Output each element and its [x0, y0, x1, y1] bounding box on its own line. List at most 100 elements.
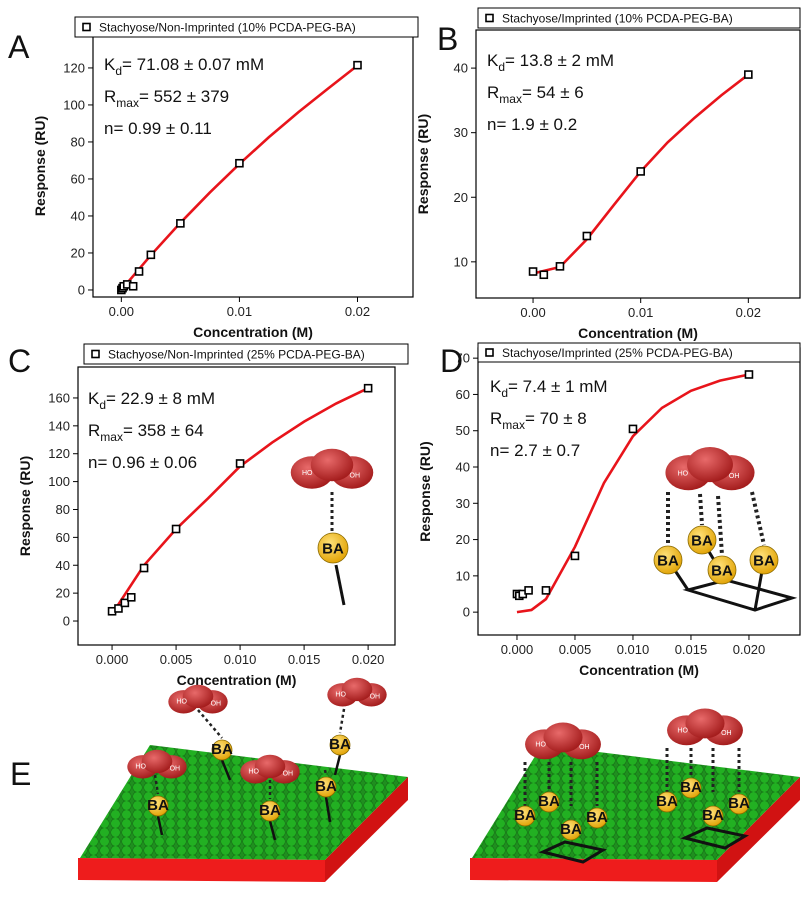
- annotation-text: K: [88, 389, 100, 408]
- data-point: [354, 62, 361, 69]
- bead-label: BA: [514, 807, 536, 824]
- hydroxyl-label: OH: [350, 473, 361, 480]
- x-tick-label: 0.01: [628, 305, 653, 320]
- x-tick-label: 0.005: [559, 642, 592, 657]
- sugar-unit: [255, 755, 286, 778]
- data-point: [237, 460, 244, 467]
- hydroxyl-label: HO: [135, 764, 146, 771]
- data-point: [583, 233, 590, 240]
- annotation-text: R: [487, 83, 499, 102]
- y-tick-label: 120: [63, 60, 85, 75]
- annotation-text: R: [104, 87, 116, 106]
- annotation: Kd= 13.8 ± 2 mM: [487, 51, 614, 74]
- y-tick-label: 40: [71, 208, 85, 223]
- bead-label: BA: [538, 793, 560, 810]
- y-tick-label: 160: [48, 390, 70, 405]
- annotation: n= 1.9 ± 0.2: [487, 115, 577, 134]
- y-tick-label: 40: [56, 558, 70, 573]
- sugar-unit: [685, 708, 724, 738]
- x-axis-title: Concentration (M): [579, 662, 699, 678]
- annotation-text: n= 2.7 ± 0.7: [490, 441, 580, 460]
- data-point: [177, 220, 184, 227]
- annotation: Kd= 7.4 ± 1 mM: [490, 377, 608, 400]
- x-tick-label: 0.00: [520, 305, 545, 320]
- y-axis-title: Response (RU): [17, 456, 33, 556]
- y-tick-label: 80: [56, 502, 70, 517]
- legend-marker: [486, 349, 493, 356]
- annotation-subscript: d: [501, 386, 508, 400]
- bead-label: BA: [322, 541, 344, 558]
- annotation: Rmax= 70 ± 8: [490, 409, 587, 432]
- linker: [336, 565, 344, 605]
- data-point: [365, 385, 372, 392]
- y-tick-label: 30: [456, 496, 470, 511]
- annotation-text: R: [490, 409, 502, 428]
- panel-letter: D: [440, 343, 463, 379]
- hydroxyl-label: OH: [211, 700, 222, 707]
- annotation-text: = 7.4 ± 1 mM: [508, 377, 608, 396]
- y-tick-label: 40: [454, 61, 468, 76]
- legend-label: Stachyose/Imprinted (10% PCDA-PEG-BA): [502, 12, 733, 26]
- x-tick-label: 0.02: [345, 304, 370, 319]
- x-axis-title: Concentration (M): [578, 325, 698, 341]
- bead-label: BA: [315, 778, 337, 795]
- substrate-front: [470, 858, 717, 882]
- hydroxyl-label: HO: [176, 699, 187, 706]
- y-tick-label: 10: [456, 568, 470, 583]
- y-tick-label: 20: [456, 532, 470, 547]
- sugar-unit: [183, 685, 214, 708]
- hydroxyl-label: HO: [335, 692, 346, 699]
- data-point: [128, 594, 135, 601]
- annotation-text: = 71.08 ± 0.07 mM: [122, 55, 264, 74]
- annotation-text: K: [104, 55, 116, 74]
- bead-label: BA: [691, 532, 713, 549]
- panel-letter: C: [8, 343, 31, 379]
- bead-label: BA: [728, 795, 750, 812]
- annotation-subscript: max: [116, 96, 139, 110]
- sugar-unit: [543, 722, 582, 752]
- y-tick-label: 20: [56, 586, 70, 601]
- annotation: n= 0.96 ± 0.06: [88, 453, 197, 472]
- annotation: Rmax= 54 ± 6: [487, 83, 584, 106]
- y-tick-label: 10: [454, 254, 468, 269]
- annotation: n= 0.99 ± 0.11: [104, 119, 212, 138]
- bead-label: BA: [753, 552, 775, 569]
- annotation-subscript: d: [115, 64, 122, 78]
- binding-link: [700, 494, 702, 525]
- data-point: [745, 71, 752, 78]
- data-point: [540, 271, 547, 278]
- x-tick-label: 0.01: [227, 304, 252, 319]
- plot-frame: [476, 30, 800, 298]
- y-tick-label: 60: [56, 530, 70, 545]
- y-tick-label: 100: [63, 97, 85, 112]
- x-tick-label: 0.00: [109, 304, 134, 319]
- y-tick-label: 0: [78, 282, 85, 297]
- y-tick-label: 0: [463, 605, 470, 620]
- annotation-text: K: [490, 377, 502, 396]
- annotation-text: R: [88, 421, 100, 440]
- legend-label: Stachyose/Imprinted (25% PCDA-PEG-BA): [502, 346, 733, 360]
- bead-label: BA: [656, 793, 678, 810]
- y-tick-label: 20: [454, 190, 468, 205]
- hydroxyl-label: OH: [370, 693, 381, 700]
- sugar-unit: [142, 750, 173, 773]
- bead-label: BA: [329, 736, 351, 753]
- bead-label: BA: [147, 797, 169, 814]
- data-point: [173, 526, 180, 533]
- x-tick-label: 0.015: [675, 642, 708, 657]
- annotation-text: = 70 ± 8: [525, 409, 587, 428]
- hydroxyl-label: HO: [302, 470, 313, 477]
- annotation-text: n= 1.9 ± 0.2: [487, 115, 577, 134]
- annotation-subscript: max: [100, 430, 123, 444]
- data-point: [147, 251, 154, 258]
- y-tick-label: 50: [456, 423, 470, 438]
- x-tick-label: 0.010: [617, 642, 650, 657]
- y-tick-label: 0: [63, 614, 70, 629]
- x-tick-label: 0.005: [160, 652, 193, 667]
- annotation-subscript: d: [498, 60, 505, 74]
- legend-marker: [83, 24, 90, 31]
- annotation: n= 2.7 ± 0.7: [490, 441, 580, 460]
- annotation: Kd= 71.08 ± 0.07 mM: [104, 55, 264, 78]
- bead-label: BA: [680, 779, 702, 796]
- annotation-text: n= 0.96 ± 0.06: [88, 453, 197, 472]
